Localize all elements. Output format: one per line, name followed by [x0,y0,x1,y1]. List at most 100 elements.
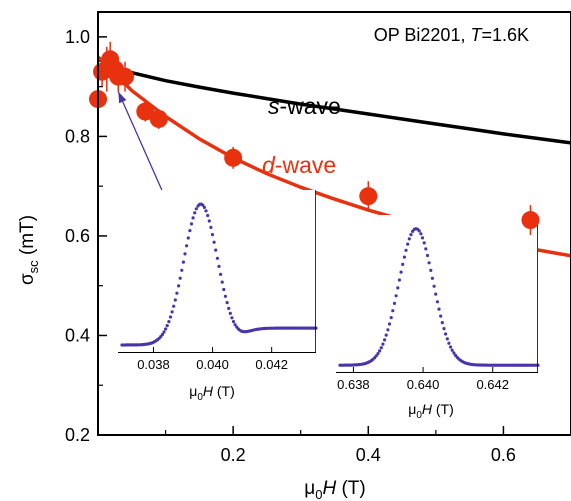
inset-2-point [419,232,423,236]
inset-1-point [207,219,211,223]
inset-1-point [215,256,219,260]
inset-2-point [406,242,410,246]
inset-1-point [186,236,190,240]
inset-2-point [387,322,392,326]
data-points [89,41,540,235]
inset-1-point [183,252,187,256]
inset-1-point [178,276,182,280]
inset-2-point [447,341,451,345]
inset-2-point [394,294,398,298]
inset-1-point [209,225,213,229]
inset-2-point [439,314,443,318]
inset-1-point [193,211,197,215]
inset-2-point [536,363,540,367]
x-axis-label: μ0H (T) [304,478,365,501]
inset-1-point [228,311,232,315]
data-point [521,211,540,230]
inset-1-point [227,306,231,310]
inset-2-point [409,233,413,237]
inset-1-point [168,315,173,319]
inset-2-point [407,237,411,241]
inset-1-point [172,304,176,308]
s-wave-curve [98,57,571,145]
inset-1-xlabel: μ0H (T) [189,383,235,403]
inset-1-point [222,287,226,292]
y-tick-label: 0.8 [65,126,90,146]
x-tick-label: 0.6 [491,445,516,465]
inset-1-point [188,229,192,233]
inset-2-point [422,241,426,245]
inset-1-point [181,260,185,264]
inset-2-point [442,327,446,331]
inset-2-point [437,307,441,311]
inset-2-point [444,332,448,336]
data-point [224,148,243,167]
inset-1-point [162,330,166,334]
inset-1-point [185,244,189,248]
inset-1-point [180,268,184,272]
inset-2: 0.638 0.640 0.642 [336,215,540,392]
inset-2-point [440,321,444,325]
inset-1-point [219,272,223,276]
inset-2-point [450,348,454,352]
inset-2-point [392,301,397,305]
inset-1-point [167,320,171,324]
inset-2-point [397,278,401,282]
inset-2-point [420,236,425,240]
plot-frame [97,11,571,436]
inset-1-background [118,190,316,352]
inset-1-point [194,207,198,211]
insets: 0.038 0.040 0.042 0.638 0.640 0.642 [118,190,540,392]
inset-2-point [381,342,385,346]
inset-2-point [434,292,438,296]
inset-1-tick-label: 0.038 [137,357,170,372]
inset-1-point [233,323,237,327]
inset-2-point [449,345,453,349]
inset-1-point [173,298,177,302]
inset-1-point [175,291,179,295]
x-tick-label: 0.2 [221,445,246,465]
inset-1-point [212,240,216,244]
inset-1-tick-label: 0.042 [255,357,288,372]
inset-2-point [401,262,405,266]
inset-2-point [424,247,428,251]
inset-2-point [452,351,456,355]
inset-1-point [202,205,206,209]
inset-1-point [225,301,229,305]
inset-1-point [231,320,236,324]
d-wave-label: d-wave [262,152,336,178]
inset-1-point [204,209,208,213]
inset-2-point [376,352,380,356]
y-tick-label: 1.0 [65,27,90,47]
inset-1-point [191,216,195,220]
inset-1: 0.038 0.040 0.042 [118,190,318,372]
inset-2-point [427,261,431,265]
inset-2-point [404,248,408,252]
inset-2-point [384,333,388,337]
x-tick-label: 0.4 [356,445,381,465]
inset-2-point [430,276,434,280]
inset-1-tick-label: 0.040 [196,357,229,372]
inset-1-point [220,280,224,284]
y-tick-label: 0.4 [65,325,90,345]
inset-2-point [383,338,387,342]
inset-1-point [314,326,318,330]
inset-2-point [391,309,395,313]
inset-1-point [206,213,210,218]
inset-2-tick-label: 0.638 [337,377,370,392]
inset-1-point [160,332,164,337]
inset-1-point [217,264,221,268]
y-axis-label: σsc (mT) [17,215,41,285]
y-tick-label: 0.6 [65,226,90,246]
inset-1-point [189,222,194,226]
inset-1-point [164,327,168,331]
inset-2-point [435,300,439,304]
inset-2-xlabel: μ0H (T) [408,401,454,421]
inset-1-point [223,294,227,298]
inset-2-point [402,255,406,259]
inset-2-tick-label: 0.640 [407,377,440,392]
inset-1-point [170,310,174,314]
inset-1-point [210,233,215,237]
inset-1-point [165,324,169,328]
